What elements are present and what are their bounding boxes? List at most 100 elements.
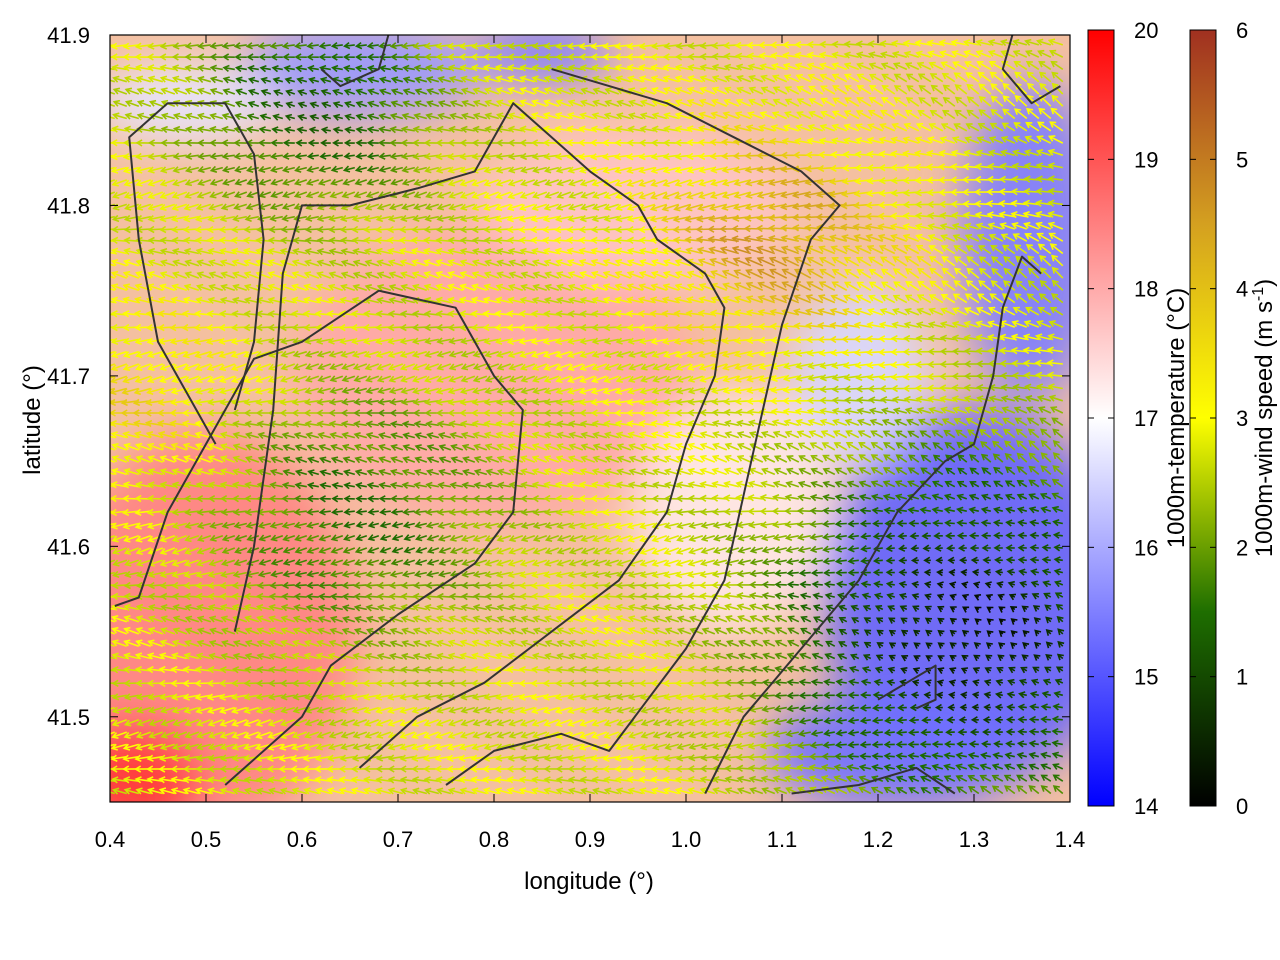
wind-vector: [111, 225, 127, 234]
wind-vector: [436, 363, 452, 371]
wind-vector: [159, 693, 175, 701]
wind-vector: [195, 754, 211, 762]
wind-vector: [281, 521, 295, 529]
wind-vector: [342, 456, 356, 464]
wind-vector: [424, 166, 440, 174]
wind-vector: [123, 179, 140, 187]
wind-vector: [449, 87, 464, 95]
wind-vector: [353, 375, 368, 383]
wind-vector: [110, 116, 116, 120]
wind-vector: [183, 247, 199, 256]
wind-vector: [110, 447, 116, 451]
wind-vector: [484, 112, 500, 120]
wind-vector: [436, 191, 452, 199]
wind-vector: [219, 787, 236, 795]
wind-vector: [379, 534, 392, 542]
wind-vector: [354, 546, 368, 554]
wind-vector: [110, 44, 115, 47]
wind-vector: [471, 398, 487, 406]
wind-vector: [309, 101, 320, 109]
wind-vector: [170, 296, 187, 304]
wind-vector: [448, 203, 464, 211]
wind-vector: [326, 296, 343, 304]
wind-vector: [147, 42, 163, 50]
wind-vector: [122, 754, 139, 762]
wind-vector: [169, 337, 187, 346]
wind-vector: [269, 581, 283, 590]
wind-vector: [461, 112, 476, 120]
wind-vector: [472, 125, 487, 134]
wind-vector: [494, 776, 511, 784]
wind-vector: [268, 225, 283, 234]
wind-vector: [184, 508, 199, 516]
wind-vector: [234, 547, 248, 554]
wind-vector: [344, 126, 355, 134]
wind-vector: [424, 214, 439, 223]
wind-vector: [304, 693, 319, 701]
wind-vector: [495, 754, 511, 762]
wind-vector: [448, 615, 464, 623]
wind-vector: [122, 296, 139, 304]
wind-vector: [447, 296, 463, 304]
wind-vector: [435, 42, 451, 50]
wind-vector: [353, 592, 367, 601]
wind-vector: [362, 337, 379, 345]
wind-vector: [389, 640, 404, 648]
wind-vector: [321, 113, 332, 121]
wind-vector: [256, 581, 271, 590]
wind-vector: [461, 481, 475, 490]
wind-vector: [483, 179, 500, 187]
wind-vector: [343, 534, 356, 542]
wind-vector: [317, 627, 332, 635]
wind-vector: [292, 420, 307, 428]
wind-vector: [448, 719, 464, 727]
wind-vector: [339, 296, 355, 304]
wind-vector: [426, 88, 440, 96]
wind-vector: [447, 166, 464, 174]
wind-vector: [341, 431, 356, 440]
wind-vector: [232, 640, 248, 648]
wind-vector: [110, 338, 115, 342]
wind-vector: [196, 559, 212, 567]
wind-vector: [389, 468, 404, 476]
wind-vector: [279, 398, 295, 406]
wind-vector: [268, 508, 283, 516]
wind-vector: [208, 203, 224, 211]
wind-vector: [389, 203, 404, 211]
wind-vector: [306, 53, 319, 61]
wind-vector: [279, 387, 296, 395]
wind-vector: [473, 468, 488, 476]
wind-vector: [110, 547, 116, 551]
wind-vector: [184, 522, 199, 530]
wind-vector: [159, 75, 176, 83]
wind-vector: [447, 225, 463, 234]
wind-vector: [170, 693, 187, 701]
wind-vector: [411, 776, 427, 784]
wind-vector: [438, 456, 452, 464]
wind-vector: [342, 178, 356, 186]
wind-vector: [341, 604, 355, 612]
wind-vector: [135, 468, 152, 476]
wind-vector: [304, 420, 319, 428]
wind-vector: [291, 259, 308, 267]
wind-vector: [219, 259, 236, 267]
wind-vector: [447, 398, 463, 406]
wind-vector: [256, 627, 272, 635]
wind-vector: [110, 375, 116, 379]
wind-vector: [122, 508, 139, 517]
wind-vectors: [110, 38, 1065, 795]
wind-vector: [413, 494, 427, 503]
wind-vector: [339, 214, 355, 223]
wind-vector: [483, 398, 499, 406]
wind-vector: [426, 468, 440, 476]
wind-vector: [110, 559, 116, 563]
wind-vector: [183, 375, 200, 384]
wind-vector: [424, 627, 440, 635]
wind-vector: [110, 275, 116, 279]
wind-vector: [317, 431, 332, 440]
wind-vector: [110, 129, 115, 132]
wind-vector: [459, 225, 475, 234]
wind-vector: [353, 604, 367, 612]
wind-vector: [353, 191, 368, 199]
wind-vector: [423, 731, 440, 740]
